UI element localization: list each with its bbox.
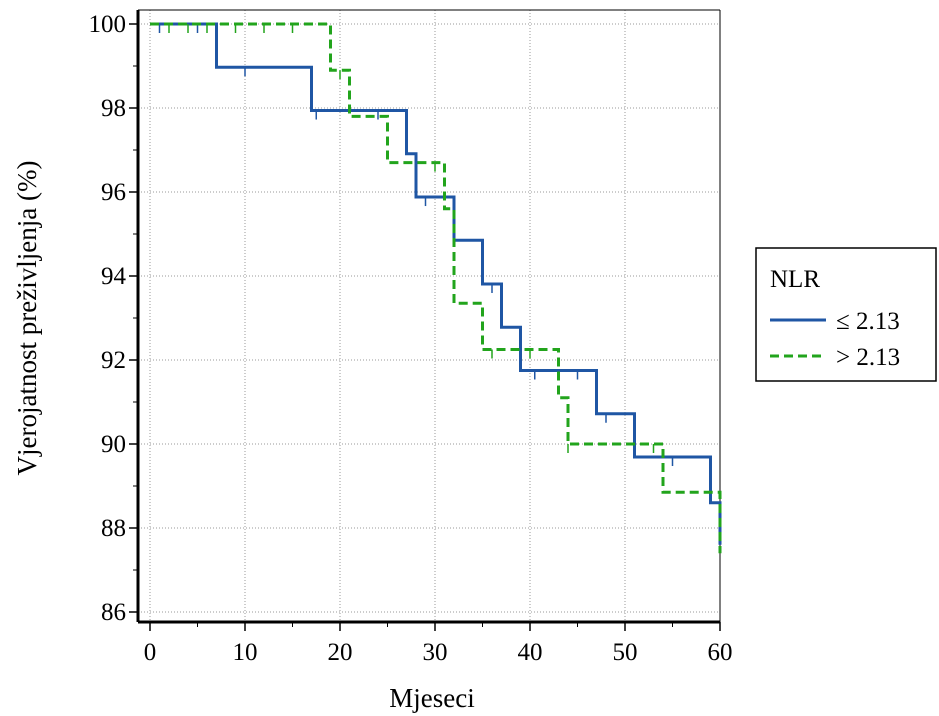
y-tick-label-3: 92 xyxy=(101,347,126,374)
y-tick-label-6: 98 xyxy=(101,95,126,122)
x-tick-label-3: 30 xyxy=(423,639,448,666)
x-tick-label-6: 60 xyxy=(708,639,733,666)
y-tick-label-7: 100 xyxy=(89,11,127,38)
y-tick-label-1: 88 xyxy=(101,515,126,542)
series-line-1 xyxy=(150,22,722,545)
y-tick-label-4: 94 xyxy=(101,263,127,290)
series-line-2 xyxy=(150,22,722,554)
x-axis-title: Mjeseci xyxy=(389,683,474,713)
legend-box xyxy=(755,247,937,382)
series-layer xyxy=(150,22,722,554)
y-axis-title: Vjerojatnost preživljenja (%) xyxy=(12,161,42,476)
y-axis: 86 88 90 92 94 96 98 100 xyxy=(89,11,138,626)
y-tick-label-2: 90 xyxy=(101,431,126,458)
x-tick-label-1: 10 xyxy=(233,639,258,666)
legend-label-series-2: > 2.13 xyxy=(836,344,900,371)
legend: NLR ≤ 2.13 > 2.13 xyxy=(755,247,937,382)
legend-title: NLR xyxy=(770,266,820,293)
y-tick-label-5: 96 xyxy=(101,179,126,206)
x-tick-label-0: 0 xyxy=(144,639,157,666)
x-tick-label-2: 20 xyxy=(328,639,353,666)
x-tick-label-5: 50 xyxy=(613,639,638,666)
grid-lines xyxy=(138,10,721,622)
x-tick-label-4: 40 xyxy=(518,639,543,666)
plot-frame xyxy=(136,9,721,624)
x-axis: 0 10 20 30 40 50 60 xyxy=(144,622,733,666)
y-tick-label-0: 86 xyxy=(101,599,126,626)
legend-label-series-1: ≤ 2.13 xyxy=(836,308,900,335)
